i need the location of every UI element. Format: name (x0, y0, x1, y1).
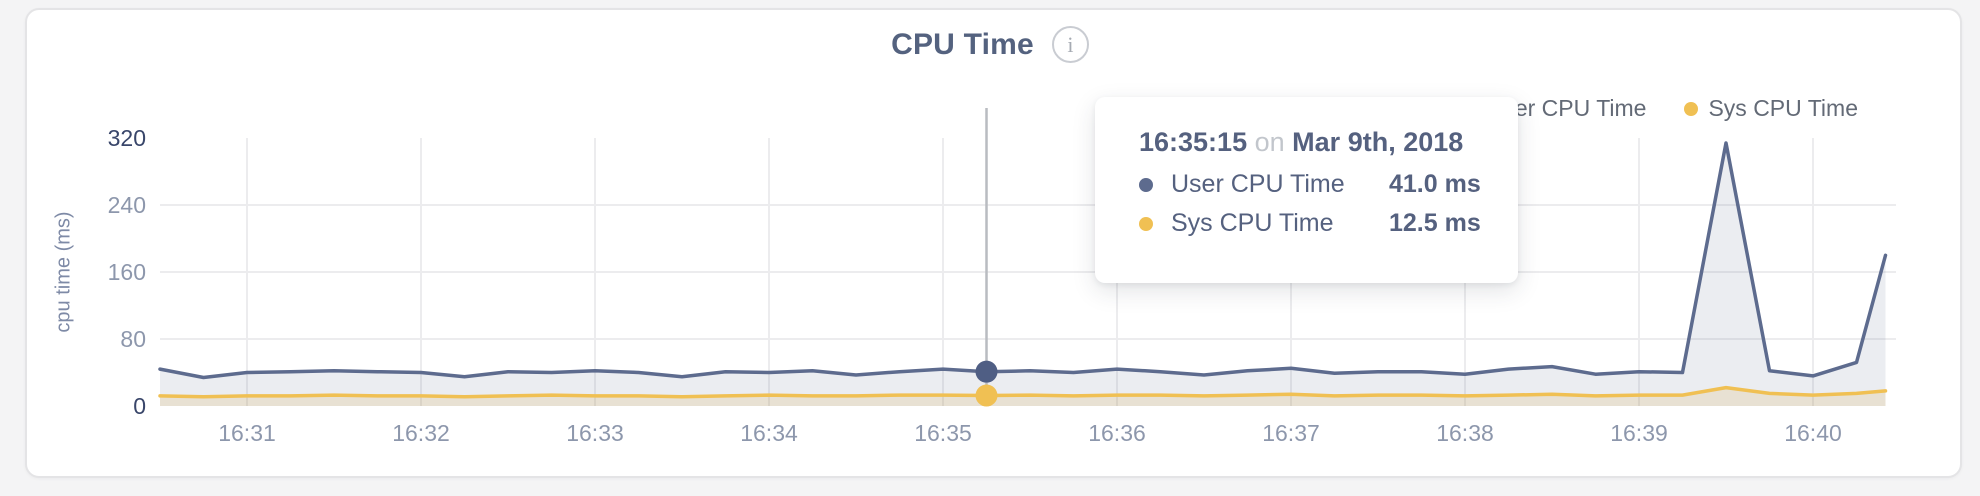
svg-text:16:33: 16:33 (566, 420, 624, 446)
crosshair-point (975, 384, 998, 407)
svg-text:160: 160 (108, 259, 146, 285)
svg-text:16:34: 16:34 (740, 420, 798, 446)
legend-item-sys[interactable]: Sys CPU Time (1684, 95, 1858, 122)
tooltip-title: 16:35:15 on Mar 9th, 2018 (1139, 127, 1484, 158)
y-axis-label: cpu time (ms) (52, 211, 75, 333)
info-icon[interactable]: i (1051, 26, 1089, 63)
legend: User CPU Time Sys CPU Time (1462, 95, 1858, 122)
tooltip-row-value: 41.0 ms (1389, 170, 1481, 198)
svg-text:16:32: 16:32 (392, 420, 450, 446)
chart-tooltip: 16:35:15 on Mar 9th, 2018 User CPU Time … (1095, 97, 1518, 283)
tooltip-date: Mar 9th, 2018 (1292, 127, 1464, 157)
crosshair-point (975, 360, 998, 383)
sys-series-dot-icon (1684, 101, 1699, 116)
tooltip-row-value: 12.5 ms (1389, 209, 1481, 237)
tooltip-row-label: User CPU Time (1171, 170, 1345, 198)
svg-text:16:35: 16:35 (914, 420, 972, 446)
tooltip-time: 16:35:15 (1139, 127, 1248, 157)
sys-series-dot-icon (1139, 216, 1153, 231)
svg-text:16:36: 16:36 (1088, 420, 1146, 446)
chart-title: CPU Time (891, 27, 1034, 61)
svg-text:240: 240 (108, 192, 146, 218)
tooltip-row-user: User CPU Time 41.0 ms (1139, 170, 1484, 199)
svg-text:16:40: 16:40 (1784, 420, 1842, 446)
legend-label-sys: Sys CPU Time (1708, 95, 1858, 121)
chart-header: CPU Time i (0, 26, 1980, 63)
svg-text:16:39: 16:39 (1610, 420, 1668, 446)
svg-text:320: 320 (108, 125, 146, 151)
svg-text:16:37: 16:37 (1262, 420, 1320, 446)
user-series-dot-icon (1139, 177, 1153, 192)
svg-text:16:38: 16:38 (1436, 420, 1494, 446)
tooltip-row-sys: Sys CPU Time 12.5 ms (1139, 209, 1484, 238)
svg-text:80: 80 (120, 326, 146, 352)
tooltip-row-label: Sys CPU Time (1171, 209, 1334, 237)
tooltip-on-word: on (1254, 127, 1285, 157)
svg-text:16:31: 16:31 (218, 420, 276, 446)
svg-text:0: 0 (133, 393, 146, 419)
